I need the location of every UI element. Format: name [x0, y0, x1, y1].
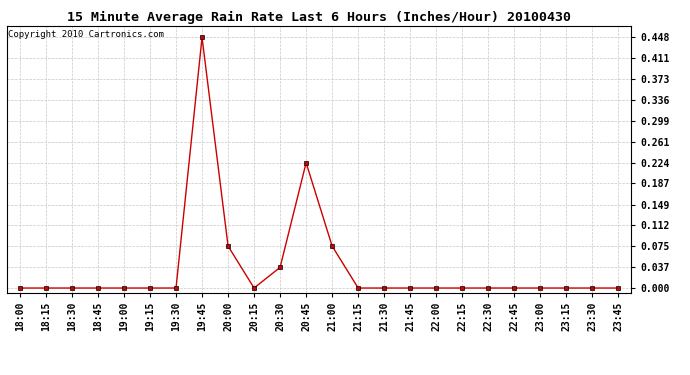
Text: Copyright 2010 Cartronics.com: Copyright 2010 Cartronics.com — [8, 30, 164, 39]
Title: 15 Minute Average Rain Rate Last 6 Hours (Inches/Hour) 20100430: 15 Minute Average Rain Rate Last 6 Hours… — [67, 10, 571, 24]
